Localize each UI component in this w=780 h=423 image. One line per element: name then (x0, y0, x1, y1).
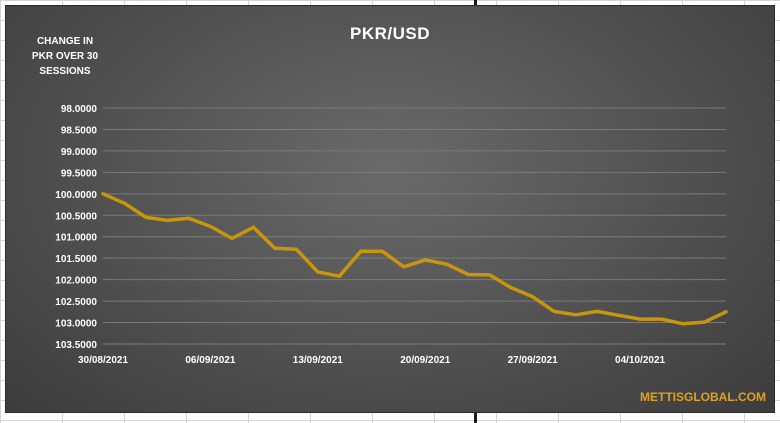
data-point (423, 258, 427, 262)
plot-area: 98.0000 98.5000 99.0000 99.5000 100.0000 100.… (55, 104, 728, 366)
data-point (187, 216, 191, 220)
data-point (616, 313, 621, 317)
data-point (466, 272, 470, 277)
data-point (552, 309, 556, 313)
y-tick-label: 103.5000 (55, 340, 97, 351)
y-tick-label: 99.0000 (61, 147, 98, 158)
x-tick-label: 27/09/2021 (508, 355, 558, 366)
data-point (702, 320, 707, 324)
y-tick-label: 103.0000 (55, 319, 97, 330)
chart-area[interactable]: PKR/USD CHANGE IN PKR OVER 30 SESSIONS 9… (5, 5, 775, 413)
watermark: METTISGLOBAL.COM (640, 390, 766, 404)
chart-title: PKR/USD (349, 24, 430, 43)
y-tick-label: 100.0000 (55, 190, 97, 201)
x-tick-label: 13/09/2021 (293, 355, 343, 366)
data-point (208, 224, 213, 229)
y-tick-label: 100.5000 (55, 211, 97, 222)
y-caption-line: PKR OVER 30 (31, 51, 99, 62)
y-tick-label: 101.0000 (55, 233, 97, 244)
y-tick-label: 99.5000 (61, 168, 98, 179)
data-point (359, 249, 363, 253)
data-point (574, 313, 578, 317)
data-point (681, 322, 685, 326)
data-point (337, 274, 341, 278)
data-point (402, 265, 406, 269)
y-tick-label: 102.5000 (55, 297, 97, 308)
data-point (294, 247, 298, 251)
data-point (638, 317, 642, 321)
x-tick-label: 30/08/2021 (78, 355, 128, 366)
data-point (531, 295, 535, 299)
data-point (230, 236, 234, 241)
y-tick-label: 98.0000 (61, 104, 98, 115)
data-point (273, 246, 277, 250)
data-point (380, 249, 384, 253)
data-point (122, 201, 127, 205)
y-tick-label: 101.5000 (55, 254, 97, 265)
y-caption-line: SESSIONS (39, 66, 91, 77)
x-tick-label: 20/09/2021 (400, 355, 450, 366)
series-line (101, 192, 728, 326)
data-point (445, 262, 449, 266)
data-point (595, 309, 599, 313)
x-tick-label: 04/10/2021 (615, 355, 665, 366)
y-tick-label: 102.0000 (55, 276, 97, 287)
data-point (724, 310, 728, 314)
data-point (251, 225, 255, 229)
y-tick-label: 98.5000 (61, 125, 98, 136)
data-point (316, 270, 320, 274)
data-point (144, 215, 148, 220)
data-point (659, 317, 664, 321)
x-tick-label: 06/09/2021 (185, 355, 235, 366)
data-point (488, 273, 492, 277)
data-point (509, 286, 513, 290)
data-point (101, 192, 105, 196)
y-caption-line: CHANGE IN (36, 36, 94, 47)
y-axis-caption: CHANGE IN PKR OVER 30 SESSIONS (28, 34, 102, 79)
data-point (165, 218, 170, 223)
